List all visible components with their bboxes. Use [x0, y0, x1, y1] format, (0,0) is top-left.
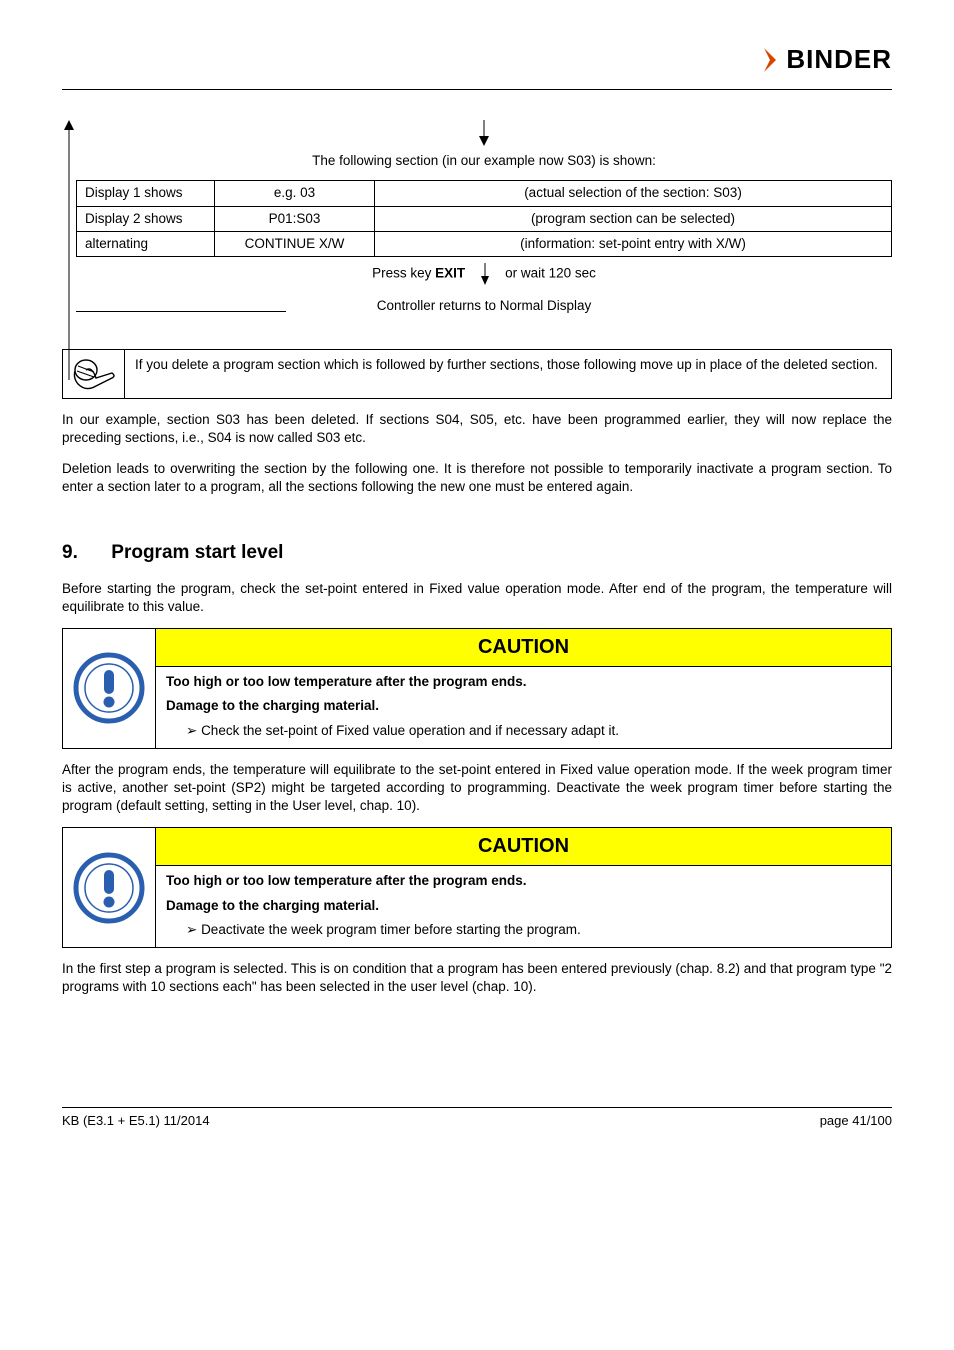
press-key-suffix: or wait 120 sec — [505, 266, 596, 281]
caution-line: Too high or too low temperature after th… — [166, 873, 527, 888]
header-rule — [62, 89, 892, 90]
caution-body: Too high or too low temperature after th… — [155, 866, 891, 947]
brand-logo: BINDER — [764, 42, 892, 77]
table-row: Display 1 shows e.g. 03 (actual selectio… — [77, 181, 892, 206]
body-paragraph: In our example, section S03 has been del… — [62, 411, 892, 447]
flow-return-arrow-icon — [62, 120, 76, 380]
note-text: If you delete a program section which is… — [125, 350, 891, 398]
caution-icon-cell — [63, 828, 155, 947]
body-paragraph: After the program ends, the temperature … — [62, 761, 892, 816]
press-key-label: Press key EXIT or wait 120 sec — [372, 263, 596, 285]
caution-title: CAUTION — [155, 828, 891, 866]
controller-return-text: Controller returns to Normal Display — [377, 298, 592, 313]
footer-left: KB (E3.1 + E5.1) 11/2014 — [62, 1112, 210, 1130]
hand-point-icon — [72, 356, 116, 392]
caution-body: Too high or too low temperature after th… — [155, 667, 891, 748]
heading-number: 9. — [62, 540, 106, 566]
flow-caption: The following section (in our example no… — [76, 152, 892, 170]
caution-block: CAUTION Too high or too low temperature … — [62, 827, 892, 948]
arrow-down-top — [76, 120, 892, 146]
arrow-down-icon — [480, 263, 490, 285]
logo-arrow-icon — [764, 48, 782, 72]
press-key-row: Press key EXIT or wait 120 sec — [76, 263, 892, 285]
cell: alternating — [77, 231, 215, 256]
caution-exclamation-icon — [73, 652, 145, 724]
caution-block: CAUTION Too high or too low temperature … — [62, 628, 892, 749]
table-row: alternating CONTINUE X/W (information: s… — [77, 231, 892, 256]
body-paragraph: In the first step a program is selected.… — [62, 960, 892, 996]
page-footer: KB (E3.1 + E5.1) 11/2014 page 41/100 — [62, 1107, 892, 1130]
press-key-prefix: Press key — [372, 266, 435, 281]
cell: e.g. 03 — [215, 181, 375, 206]
footer-right: page 41/100 — [820, 1112, 892, 1130]
cell: Display 1 shows — [77, 181, 215, 206]
caution-icon-cell — [63, 629, 155, 748]
section-heading: 9. Program start level — [62, 540, 892, 566]
cell: Display 2 shows — [77, 206, 215, 231]
flow-diagram: The following section (in our example no… — [76, 120, 892, 315]
heading-title: Program start level — [111, 542, 283, 563]
body-paragraph: Deletion leads to overwriting the sectio… — [62, 460, 892, 496]
press-key-name: EXIT — [435, 266, 465, 281]
caution-line: Damage to the charging material. — [166, 898, 379, 913]
cell: CONTINUE X/W — [215, 231, 375, 256]
caution-title: CAUTION — [155, 629, 891, 667]
brand-name: BINDER — [786, 42, 892, 77]
branch: Controller returns to Normal Display — [76, 297, 892, 315]
note-box: If you delete a program section which is… — [62, 349, 892, 399]
caution-bullet: Deactivate the week program timer before… — [186, 921, 881, 939]
cell: (information: set-point entry with X/W) — [375, 231, 892, 256]
caution-line: Too high or too low temperature after th… — [166, 674, 527, 689]
section-table: Display 1 shows e.g. 03 (actual selectio… — [76, 180, 892, 257]
branch-line — [76, 311, 286, 312]
arrow-down-icon — [478, 120, 490, 146]
header: BINDER — [62, 42, 892, 77]
caution-exclamation-icon — [73, 852, 145, 924]
table-row: Display 2 shows P01:S03 (program section… — [77, 206, 892, 231]
cell: (actual selection of the section: S03) — [375, 181, 892, 206]
caution-bullet: Check the set-point of Fixed value opera… — [186, 722, 881, 740]
cell: (program section can be selected) — [375, 206, 892, 231]
cell: P01:S03 — [215, 206, 375, 231]
body-paragraph: Before starting the program, check the s… — [62, 580, 892, 616]
caution-line: Damage to the charging material. — [166, 698, 379, 713]
